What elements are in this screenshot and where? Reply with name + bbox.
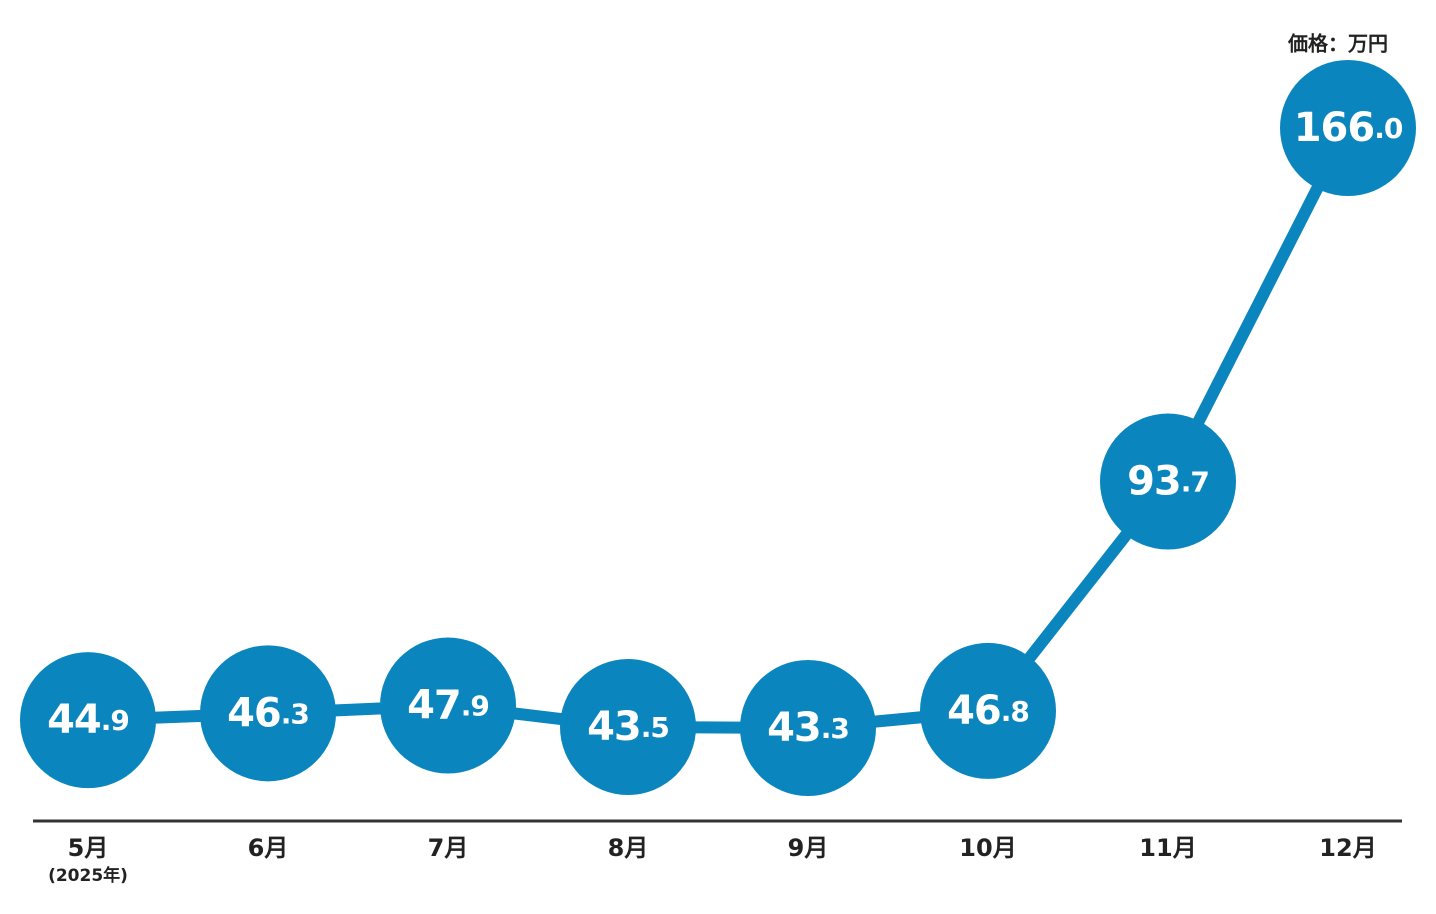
- point: [560, 659, 696, 796]
- value-label: 166.0: [1294, 105, 1403, 151]
- value-dec: .3: [821, 712, 849, 745]
- x-tick-label: 6月: [248, 834, 289, 862]
- value-dec: .9: [101, 704, 129, 737]
- value-int: 43: [767, 705, 821, 751]
- point: [380, 637, 516, 774]
- x-tick-label: 7月: [428, 834, 469, 862]
- point: [200, 645, 336, 782]
- value-int: 166: [1294, 105, 1375, 151]
- value-label: 46.3: [227, 690, 309, 736]
- x-tick-label: 5月: [68, 834, 109, 862]
- value-int: 44: [47, 697, 101, 743]
- point: [920, 642, 1056, 779]
- value-dec: .5: [641, 711, 669, 744]
- point: [1100, 413, 1236, 550]
- point: [740, 660, 876, 796]
- value-label: 47.9: [407, 683, 489, 729]
- value-label: 46.8: [947, 688, 1029, 734]
- value-dec: .0: [1374, 112, 1403, 145]
- value-dec: .3: [281, 697, 309, 730]
- value-int: 47: [407, 683, 461, 729]
- value-int: 46: [227, 690, 281, 736]
- point: [1280, 60, 1416, 196]
- value-dec: .9: [461, 690, 489, 723]
- value-label: 43.3: [767, 705, 849, 751]
- value-label: 43.5: [587, 704, 669, 750]
- value-int: 43: [587, 704, 641, 750]
- x-tick-label: 8月: [608, 834, 649, 862]
- x-tick-label: 9月: [788, 834, 829, 862]
- value-dec: .8: [1001, 695, 1029, 728]
- value-int: 46: [947, 688, 1001, 734]
- value-label: 44.9: [47, 697, 129, 743]
- point: [20, 652, 156, 789]
- annotation: (2025年): [48, 865, 128, 886]
- x-tick-label: 11月: [1139, 834, 1196, 862]
- value-label: 93.7: [1127, 459, 1209, 505]
- value-dec: .7: [1181, 466, 1209, 499]
- x-tick-label: 10月: [959, 834, 1016, 862]
- unit-label: 価格：万円: [1287, 32, 1388, 56]
- value-int: 93: [1127, 459, 1181, 505]
- x-tick-label: 12月: [1319, 834, 1376, 862]
